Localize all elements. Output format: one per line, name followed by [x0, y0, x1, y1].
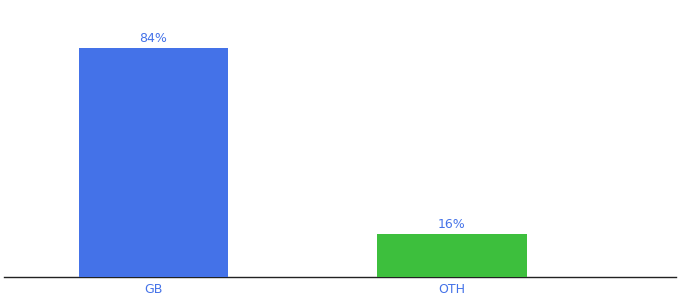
Text: 16%: 16%	[438, 218, 466, 231]
Bar	[79, 48, 228, 277]
Text: 84%: 84%	[139, 32, 167, 45]
Bar	[377, 234, 526, 277]
